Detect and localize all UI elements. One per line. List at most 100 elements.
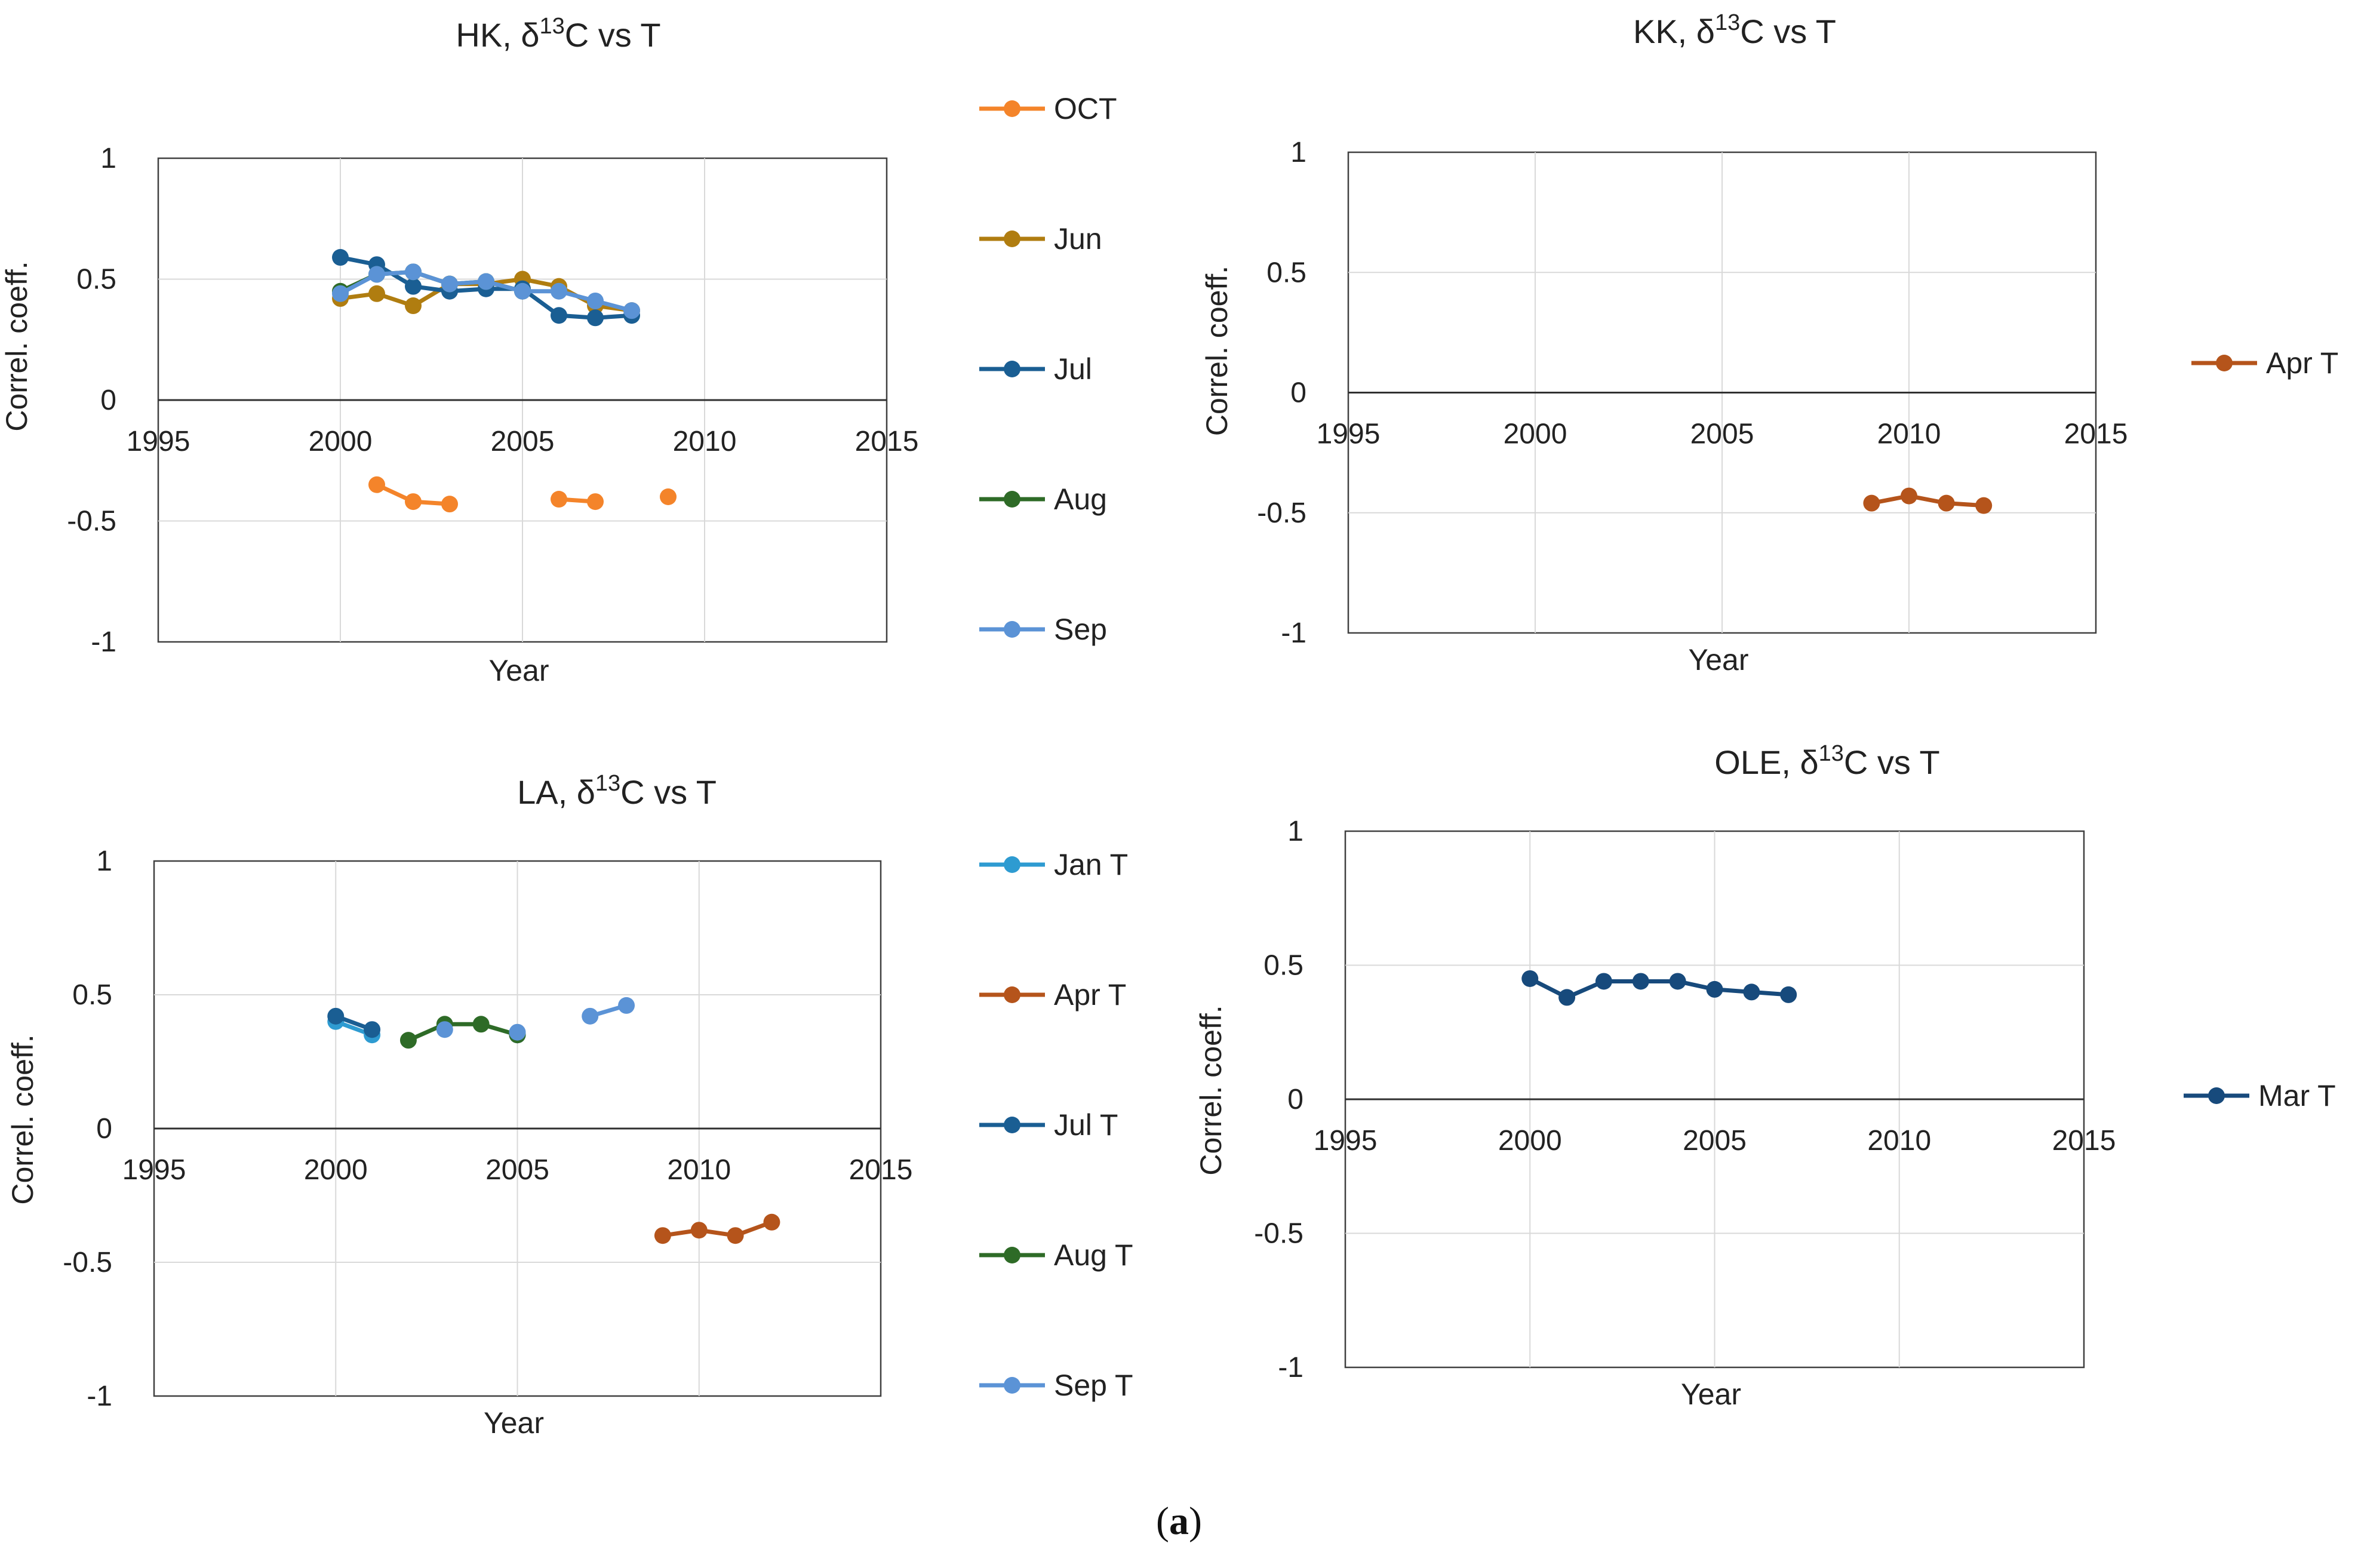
chart-title: OLE, δ13C vs T: [1714, 741, 1939, 781]
legend-label: Apr T: [1054, 978, 1126, 1011]
series-sep-t: [436, 997, 635, 1041]
legend-swatch-marker: [1004, 1117, 1020, 1133]
legend-item: Aug: [979, 482, 1107, 516]
x-tick-label: 2015: [2052, 1125, 2116, 1157]
legend-label: Sep: [1054, 613, 1107, 646]
title-prefix: LA, δ: [517, 773, 595, 811]
y-tick-label: -1: [87, 1381, 112, 1412]
legend-swatch-marker: [1004, 100, 1020, 117]
y-tick-label: 0.5: [1263, 950, 1303, 982]
title-prefix: OLE, δ: [1714, 743, 1818, 781]
x-axis-label: Year: [1681, 1378, 1741, 1411]
data-point: [436, 1021, 453, 1038]
data-point: [551, 491, 567, 508]
x-axis-label: Year: [1688, 643, 1748, 677]
legend-swatch-marker: [1004, 856, 1020, 873]
x-tick-label: 2010: [673, 426, 737, 457]
y-tick-label: 0: [1287, 1084, 1303, 1115]
title-suffix: C vs T: [620, 773, 717, 811]
legend-item: OCT: [979, 92, 1117, 125]
legend-item: Jul T: [979, 1108, 1118, 1142]
y-tick-label: 1: [1290, 137, 1306, 168]
chart-title: LA, δ13C vs T: [517, 771, 717, 811]
legend-swatch-marker: [1004, 621, 1020, 638]
data-point: [327, 1007, 345, 1025]
x-axis-label: Year: [484, 1406, 544, 1440]
data-point: [1706, 980, 1723, 998]
legend-item: Apr T: [979, 978, 1126, 1011]
data-point: [368, 476, 385, 493]
data-point: [551, 307, 567, 324]
x-tick-label: 1995: [127, 426, 190, 457]
title-suffix: C vs T: [1740, 13, 1836, 50]
data-point: [1521, 970, 1539, 987]
legend-label: Jun: [1054, 222, 1102, 256]
y-tick-label: 1: [100, 143, 116, 174]
legend-item: Jun: [979, 222, 1102, 256]
legend-item: Jul: [979, 352, 1092, 386]
y-tick-label: -1: [91, 626, 116, 658]
chart-title: KK, δ13C vs T: [1633, 10, 1836, 50]
legend-label: Apr T: [2266, 346, 2338, 380]
series-oct: [368, 476, 677, 513]
y-axis-label: Correl. coeff.: [1200, 266, 1234, 436]
data-point: [1780, 986, 1797, 1003]
x-tick-label: 2005: [485, 1154, 549, 1186]
y-tick-label: 0.5: [76, 264, 116, 296]
legend-item: Jan T: [979, 848, 1128, 881]
series-sep: [332, 263, 640, 319]
chart-2: 1995 2000 2005 2010 2015 1 0.5 0 -0.5 -1 KK, δ13C …: [1200, 10, 2338, 677]
legend-item: Apr T: [2191, 346, 2338, 380]
y-tick-label: -0.5: [67, 506, 116, 537]
data-point: [654, 1227, 671, 1244]
x-tick-label: 2015: [2064, 419, 2128, 450]
series-mar-t: [1521, 970, 1797, 1006]
legend-label: Mar T: [2258, 1079, 2336, 1112]
data-point: [587, 493, 604, 511]
data-point: [763, 1213, 780, 1231]
data-point: [727, 1227, 744, 1244]
data-point: [1975, 497, 1993, 514]
data-point: [368, 266, 385, 283]
x-tick-label: 2005: [1690, 419, 1754, 450]
data-point: [441, 275, 458, 293]
y-tick-label: 0.5: [72, 979, 112, 1011]
data-point: [623, 302, 640, 319]
series-apr-t: [1863, 487, 1993, 514]
x-tick-label: 2005: [491, 426, 555, 457]
x-tick-label: 2000: [1504, 419, 1567, 450]
series-line: [662, 1220, 773, 1238]
data-point: [368, 285, 385, 302]
title-suffix: C vs T: [565, 16, 661, 54]
data-point: [405, 278, 422, 295]
x-tick-label: 2010: [1867, 1125, 1931, 1157]
y-tick-label: -0.5: [1254, 1218, 1303, 1250]
data-point: [582, 1007, 599, 1025]
data-point: [618, 997, 635, 1014]
data-point: [332, 285, 349, 302]
data-point: [1632, 973, 1649, 990]
x-tick-label: 2000: [1498, 1125, 1562, 1157]
title-prefix: HK, δ: [456, 16, 539, 54]
data-point: [1558, 989, 1576, 1006]
legend-label: Jan T: [1054, 848, 1128, 881]
legend-label: Aug T: [1054, 1238, 1133, 1272]
legend-label: Aug: [1054, 482, 1107, 516]
chart-1: 1995 2000 2005 2010 2015 1 0.5 0 -0.5 -1 HK, δ13C …: [0, 14, 1117, 687]
data-point: [587, 309, 604, 327]
y-tick-label: 1: [96, 846, 112, 877]
data-point: [509, 1023, 526, 1041]
title-prefix: KK, δ: [1633, 13, 1715, 50]
title-superscript: 13: [540, 14, 565, 39]
legend-label: Jul: [1054, 352, 1092, 386]
y-axis-label: Correl. coeff.: [0, 261, 33, 431]
data-point: [364, 1021, 381, 1038]
data-point: [332, 249, 349, 266]
series-apr-t: [654, 1213, 780, 1244]
legend-item: Sep T: [979, 1369, 1133, 1402]
y-axis-label: Correl. coeff.: [6, 1034, 39, 1204]
legend-swatch-marker: [1004, 1377, 1020, 1394]
y-tick-label: 0: [100, 385, 116, 416]
data-point: [441, 496, 458, 513]
